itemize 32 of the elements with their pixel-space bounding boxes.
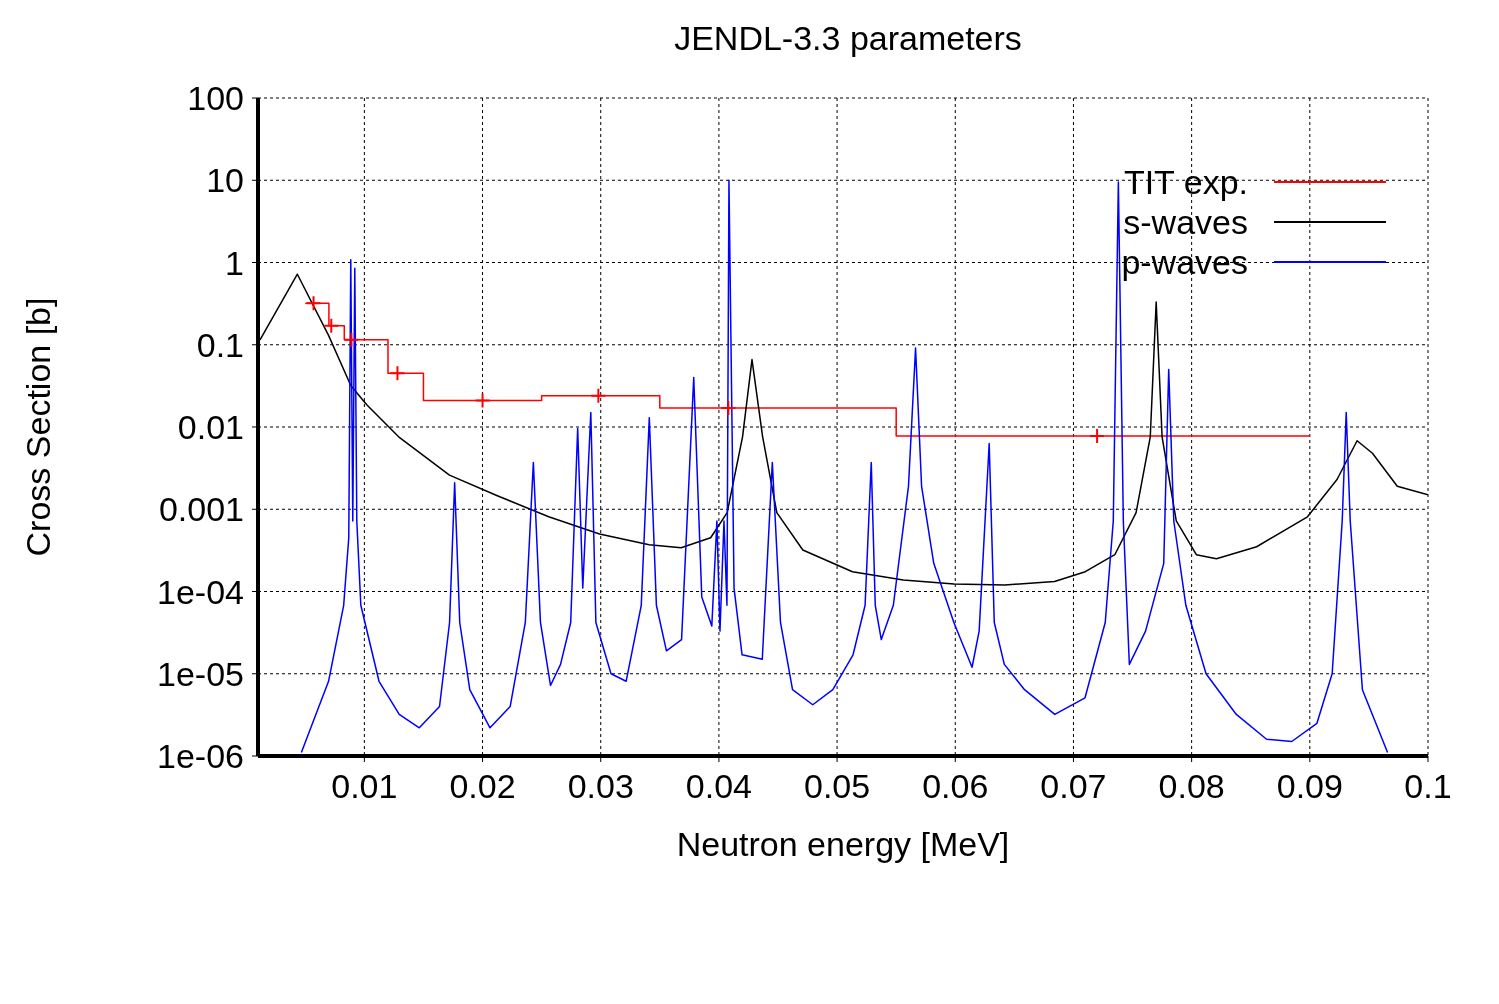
point — [1089, 427, 1106, 444]
y-tick-label: 1e-04 — [157, 572, 244, 611]
legend-label: TIT exp. — [1123, 162, 1248, 202]
x-tick-label: 0.01 — [331, 767, 398, 806]
x-tick-label: 0.07 — [1040, 767, 1107, 806]
chart-title: JENDL-3.3 parameters — [673, 18, 1023, 58]
y-tick-label: 1e-05 — [157, 654, 244, 693]
x-tick-label: 0.04 — [685, 767, 752, 806]
x-tick-label: 0.1 — [1404, 767, 1452, 806]
x-tick-label: 0.06 — [922, 767, 989, 806]
y-tick-label: 10 — [206, 161, 244, 200]
point — [343, 331, 360, 348]
y-tick-label: 0.1 — [196, 325, 244, 364]
point — [389, 365, 406, 382]
x-tick-label: 0.02 — [449, 767, 516, 806]
y-tick-label: 100 — [187, 79, 244, 118]
point — [474, 392, 491, 409]
point — [323, 317, 340, 334]
legend-label: p-waves — [1121, 242, 1248, 282]
y-axis-title: Cross Section [b] — [19, 297, 58, 557]
point — [720, 400, 737, 417]
point — [590, 387, 607, 404]
x-tick-label: 0.09 — [1276, 767, 1343, 806]
x-axis-title: Neutron energy [MeV] — [676, 825, 1010, 863]
y-tick-label: 1 — [225, 243, 244, 282]
y-tick-label: 1e-06 — [157, 737, 244, 776]
x-tick-label: 0.08 — [1158, 767, 1225, 806]
x-tick-label: 0.03 — [567, 767, 634, 806]
legend-label: s-waves — [1123, 202, 1248, 242]
y-tick-label: 0.01 — [177, 408, 244, 447]
x-tick-label: 0.05 — [804, 767, 871, 806]
y-tick-label: 0.001 — [158, 490, 244, 529]
